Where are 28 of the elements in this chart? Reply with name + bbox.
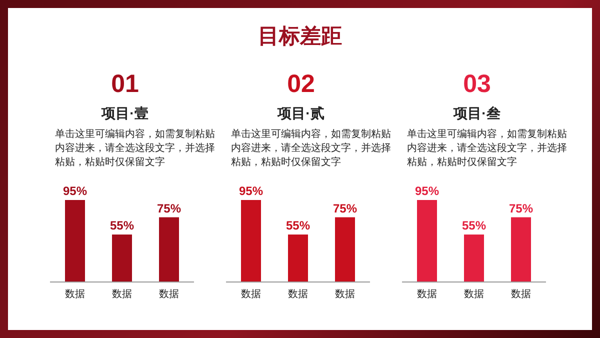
data-label: 55%	[110, 218, 134, 233]
x-tick-label: 数据	[464, 288, 484, 300]
x-tick-label: 数据	[417, 288, 437, 300]
chart-title: 01	[110, 70, 140, 99]
x-tick-label: 数据	[112, 288, 132, 300]
data-label: 55%	[462, 218, 486, 233]
text: 单击这里可编辑内容，如需复制粘贴内容进来，请全选这段文字，并选择粘贴，粘贴时仅保留文字	[55, 128, 216, 170]
data-label: 75%	[508, 201, 534, 216]
chart-subtitle: 项目·壹	[100, 105, 150, 123]
x-tick-label: 数据	[335, 288, 355, 300]
chart-title: 03	[462, 70, 492, 99]
data-label: 75%	[332, 201, 358, 216]
data-label: 55%	[286, 218, 310, 233]
chart-subtitle: 项目·贰	[276, 105, 326, 123]
data-label: 95%	[62, 184, 88, 198]
chart-title: 02	[286, 70, 316, 99]
data-label: 95%	[238, 184, 264, 198]
text: 单击这里可编辑内容，如需复制粘贴内容进来，请全选这段文字，并选择粘贴，粘贴时仅保留文字	[231, 128, 392, 170]
x-tick-label: 数据	[65, 288, 85, 300]
x-tick-label: 数据	[288, 288, 308, 300]
data-label: 75%	[156, 201, 182, 216]
x-tick-label: 数据	[241, 288, 261, 300]
chart-subtitle: 项目·叁	[452, 105, 502, 123]
x-tick-label: 数据	[159, 288, 179, 300]
text: 单击这里可编辑内容，如需复制粘贴内容进来，请全选这段文字，并选择粘贴，粘贴时仅保留文字	[407, 128, 568, 170]
x-tick-label: 数据	[511, 288, 531, 300]
data-label: 95%	[414, 184, 440, 198]
text: 目标差距	[257, 24, 343, 50]
